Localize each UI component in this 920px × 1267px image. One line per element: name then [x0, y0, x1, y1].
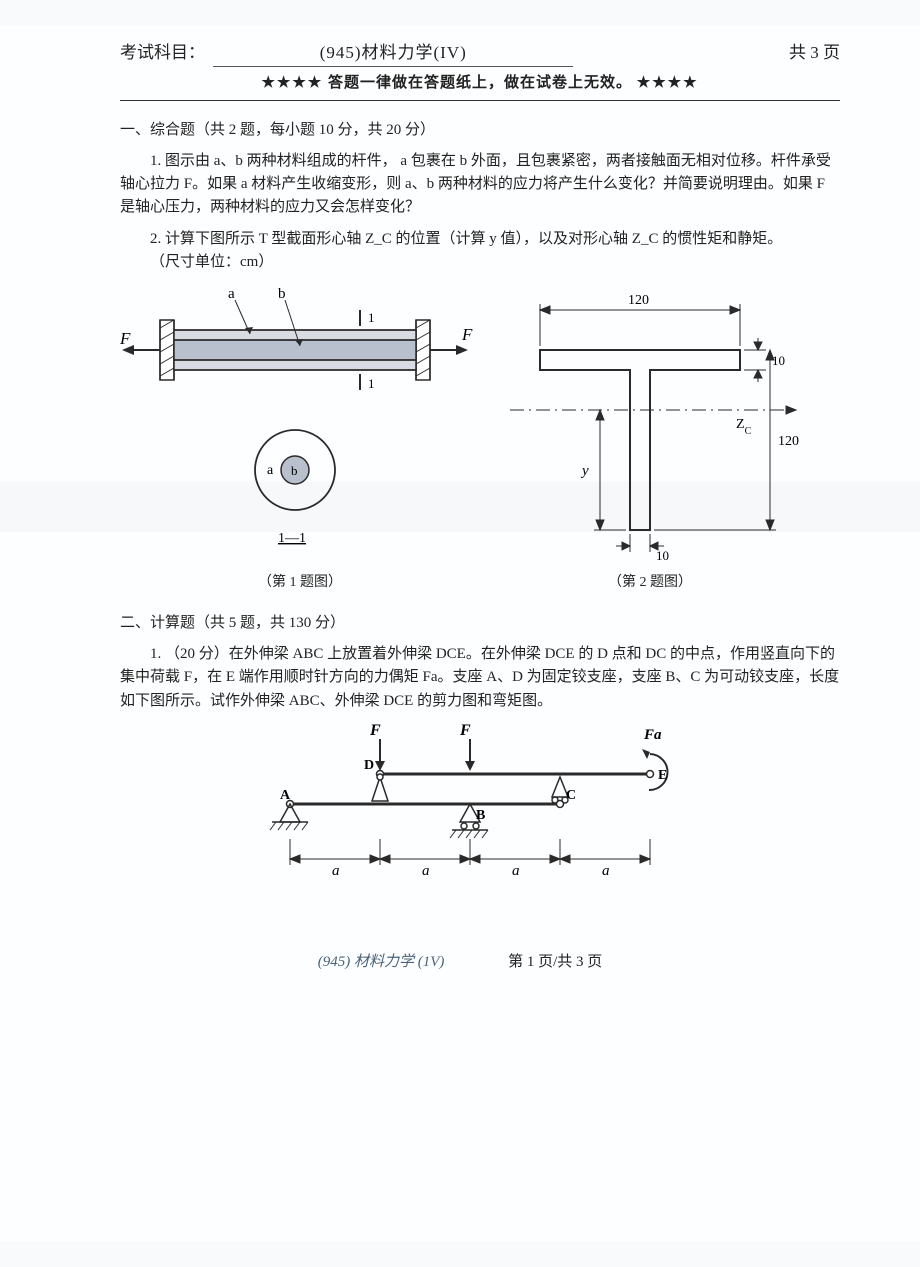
fig2-dim-web: 10 [656, 548, 669, 563]
footer-handwritten: (945) 材料力学 (1V) [318, 950, 445, 971]
header-subject: (945)材料力学(IV) [213, 40, 573, 67]
question-a2-units: （尺寸单位：cm） [120, 251, 840, 274]
stars-left: ★★★★ [261, 74, 323, 91]
question-a2-line1: 2. 计算下图所示 T 型截面形心轴 Z_C 的位置（计算 y 值），以及对形心… [120, 228, 840, 251]
stars-right: ★★★★ [637, 74, 699, 91]
figure-2-svg: 120 10 [500, 280, 800, 570]
fig1-F-right: F [461, 325, 473, 344]
scan-page: 考试科目： (945)材料力学(IV) 共 3 页 ★★★★ 答题一律做在答题纸… [0, 0, 920, 1267]
fig3-B: B [476, 808, 485, 823]
fig1-label-a: a [228, 286, 235, 302]
fig3-D: D [364, 758, 374, 773]
fig1-sec-bot: 1 [368, 376, 375, 391]
section-b-title: 二、计算题（共 5 题，共 130 分） [120, 612, 840, 635]
fig1-F-left: F [120, 329, 131, 348]
fig3-M: Fa [643, 727, 662, 743]
figure-1-svg: a b 1 1 F F [120, 280, 480, 570]
fig3-C: C [566, 788, 576, 803]
fig2-dim-top: 120 [628, 293, 649, 308]
figure-row-1: a b 1 1 F F [120, 280, 840, 594]
header-label: 考试科目： [120, 43, 205, 62]
figure-2: 120 10 [500, 280, 800, 594]
sheet: 考试科目： (945)材料力学(IV) 共 3 页 ★★★★ 答题一律做在答题纸… [120, 40, 840, 899]
header-notice: ★★★★ 答题一律做在答题纸上，做在试卷上无效。 ★★★★ [120, 71, 840, 100]
figure-2-caption: （第 2 题图） [500, 572, 800, 594]
fig2-y-label: y [580, 463, 589, 479]
fig3-F2: F [459, 722, 471, 739]
question-b1: 1. （20 分）在外伸梁 ABC 上放置着外伸梁 DCE。在外伸梁 DCE 的… [120, 643, 840, 713]
fig3-a2: a [422, 863, 430, 879]
figure-1: a b 1 1 F F [120, 280, 480, 594]
fig1-circle-b: b [291, 463, 298, 478]
header-pages: 共 3 页 [789, 40, 840, 66]
header-line1: 考试科目： (945)材料力学(IV) 共 3 页 [120, 40, 840, 67]
fig2-dim-height: 120 [778, 434, 799, 449]
fig1-label-b: b [278, 286, 286, 302]
fig3-a3: a [512, 863, 520, 879]
question-a1: 1. 图示由 a、b 两种材料组成的杆件， a 包裹在 b 外面，且包裹紧密，两… [120, 150, 840, 220]
figure-1-caption: （第 1 题图） [120, 572, 480, 594]
fig2-zc-label: ZC [736, 417, 752, 437]
footer: (945) 材料力学 (1V) 第 1 页/共 3 页 [0, 950, 920, 971]
fig3-F1: F [369, 722, 381, 739]
fig3-E: E [658, 768, 667, 783]
notice-text: 答题一律做在答题纸上，做在试卷上无效。 [328, 75, 632, 91]
figure-3: F F Fa A D B C E [120, 719, 840, 899]
fig3-A: A [280, 788, 291, 803]
fig3-a1: a [332, 863, 340, 879]
fig1-section-label: 1—1 [278, 531, 306, 546]
fig1-sec-top: 1 [368, 310, 375, 325]
figure-3-svg: F F Fa A D B C E [250, 719, 710, 899]
fig1-circle-a: a [267, 463, 274, 478]
fig3-a4: a [602, 863, 610, 879]
footer-pager: 第 1 页/共 3 页 [508, 950, 602, 971]
section-a-title: 一、综合题（共 2 题，每小题 10 分，共 20 分） [120, 119, 840, 142]
